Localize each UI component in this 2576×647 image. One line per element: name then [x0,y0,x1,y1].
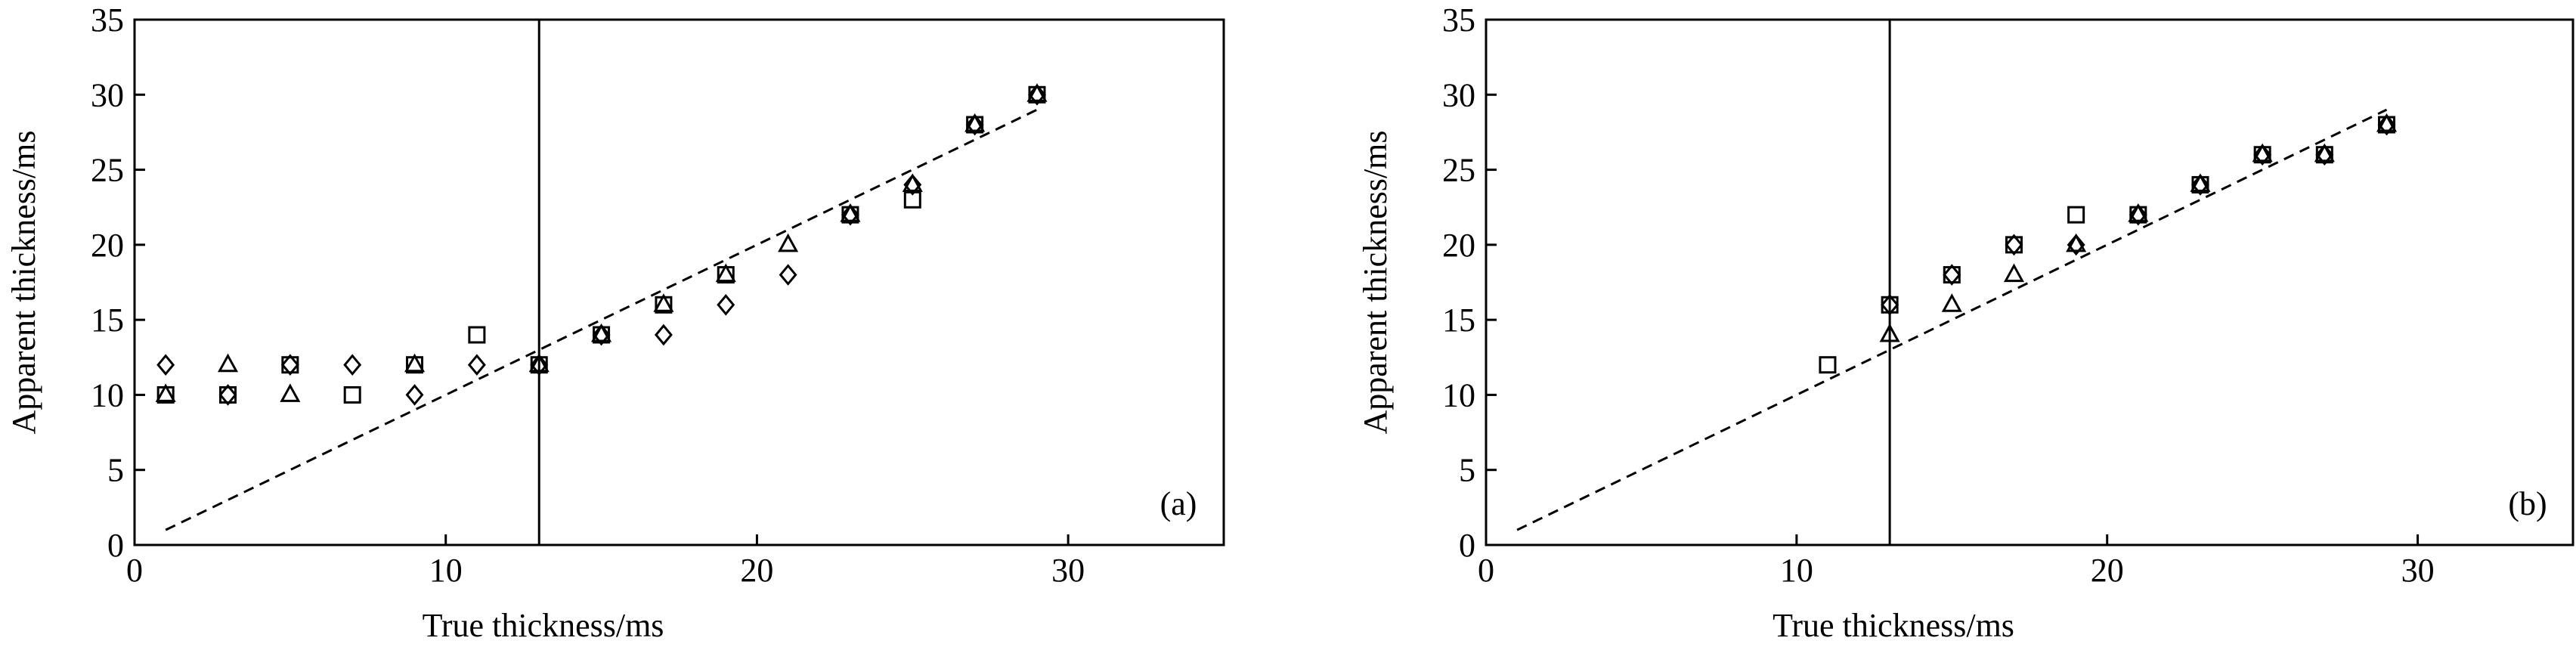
marker-diamond [2129,203,2147,226]
marker-triangle [2003,263,2024,283]
marker-square [468,326,486,344]
marker-diamond [717,293,735,316]
marker-triangle [2314,143,2335,163]
plot-frame [1485,18,2574,546]
y-axis-title: Apparent thickness/ms [1357,130,1394,434]
x-tick-label: 20 [2091,552,2124,589]
y-tick-label: 0 [1459,527,1475,564]
marker-triangle [1941,293,1962,312]
marker-square [281,356,299,374]
marker-diamond [405,384,424,406]
y-tick-label: 0 [107,527,124,564]
reference-line [1516,108,2388,531]
y-tick-label: 20 [91,227,124,264]
marker-diamond [2315,144,2334,166]
reference-line [165,108,1038,531]
y-tick-label: 30 [91,76,124,113]
marker-diamond [2005,234,2023,256]
marker-triangle [2128,203,2149,222]
marker-triangle [155,383,176,402]
marker-triangle [840,203,861,222]
marker-triangle [653,293,674,312]
y-tick-label: 15 [1442,302,1475,339]
y-tick-label: 5 [107,452,124,489]
marker-diamond [156,354,175,376]
x-tick-label: 0 [1478,552,1494,589]
marker-triangle [280,383,301,402]
marker-diamond [2377,113,2396,136]
x-tick-label: 0 [126,552,143,589]
marker-diamond [1881,293,1899,316]
marker-diamond [2067,234,2085,256]
x-tick-label: 30 [1051,552,1085,589]
marker-square [2005,236,2023,254]
plot-frame [133,18,1225,546]
marker-triangle [2190,173,2211,192]
x-axis-title: True thickness/ms [1773,607,2014,644]
y-tick-label: 25 [91,152,124,189]
y-axis-title: Apparent thickness/ms [5,130,42,434]
marker-diamond [1028,83,1046,106]
marker-square [1943,266,1961,284]
panel-label: (a) [1160,485,1197,522]
marker-square [343,385,361,404]
marker-triangle [964,113,986,132]
y-tick-label: 10 [1442,376,1475,413]
marker-diamond [1943,264,1961,286]
marker-diamond [965,113,984,136]
marker-diamond [280,354,299,376]
y-tick-label: 25 [1442,152,1475,189]
x-axis-title: True thickness/ms [423,607,664,644]
y-tick-label: 20 [1442,227,1475,264]
marker-triangle [2376,113,2398,132]
marker-square [1819,356,1837,374]
y-tick-label: 35 [1442,2,1475,39]
marker-diamond [218,384,237,406]
marker-triangle [778,233,799,252]
x-tick-label: 10 [1780,552,1813,589]
y-tick-label: 10 [91,376,124,413]
marker-diamond [2191,174,2209,196]
marker-triangle [1026,83,1048,102]
marker-triangle [404,353,426,373]
marker-diamond [779,264,797,286]
marker-square [219,385,237,404]
marker-diamond [467,354,486,376]
marker-diamond [2253,144,2272,166]
marker-triangle [528,353,550,373]
x-tick-label: 10 [429,552,463,589]
y-tick-label: 15 [91,302,124,339]
marker-triangle [217,353,239,373]
y-tick-label: 35 [91,2,124,39]
marker-triangle [715,263,736,283]
marker-diamond [592,324,611,346]
marker-square [2067,206,2085,224]
marker-triangle [902,173,923,192]
y-tick-label: 30 [1442,76,1475,113]
marker-triangle [2066,233,2087,252]
x-tick-label: 30 [2401,552,2435,589]
marker-diamond [654,324,673,346]
panel-label: (b) [2508,485,2547,522]
marker-triangle [2252,143,2273,163]
marker-diamond [841,203,859,226]
y-tick-label: 5 [1459,452,1475,489]
marker-diamond [530,354,549,376]
marker-triangle [1879,323,1900,342]
x-tick-label: 20 [740,552,773,589]
marker-diamond [343,354,362,376]
marker-diamond [903,174,922,196]
marker-triangle [591,323,612,342]
